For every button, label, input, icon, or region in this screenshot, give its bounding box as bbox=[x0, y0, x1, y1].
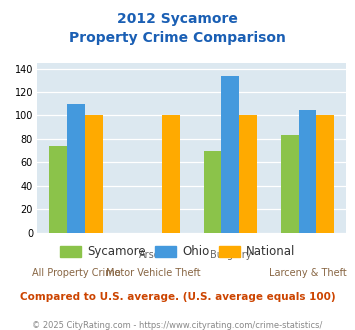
Bar bbox=[67, 104, 85, 233]
Text: Burglary: Burglary bbox=[209, 250, 251, 260]
Bar bbox=[222, 76, 239, 233]
Bar bbox=[204, 150, 222, 233]
Text: Arson: Arson bbox=[139, 250, 167, 260]
Bar bbox=[85, 115, 103, 233]
Text: 2012 Sycamore: 2012 Sycamore bbox=[117, 12, 238, 25]
Bar bbox=[162, 115, 180, 233]
Bar bbox=[316, 115, 334, 233]
Bar bbox=[281, 135, 299, 233]
Text: © 2025 CityRating.com - https://www.cityrating.com/crime-statistics/: © 2025 CityRating.com - https://www.city… bbox=[32, 321, 323, 330]
Bar bbox=[49, 146, 67, 233]
Text: All Property Crime: All Property Crime bbox=[32, 268, 120, 278]
Text: Larceny & Theft: Larceny & Theft bbox=[269, 268, 346, 278]
Text: Compared to U.S. average. (U.S. average equals 100): Compared to U.S. average. (U.S. average … bbox=[20, 292, 335, 302]
Text: Property Crime Comparison: Property Crime Comparison bbox=[69, 31, 286, 45]
Bar bbox=[299, 110, 316, 233]
Text: Motor Vehicle Theft: Motor Vehicle Theft bbox=[106, 268, 201, 278]
Legend: Sycamore, Ohio, National: Sycamore, Ohio, National bbox=[55, 241, 300, 263]
Bar bbox=[239, 115, 257, 233]
